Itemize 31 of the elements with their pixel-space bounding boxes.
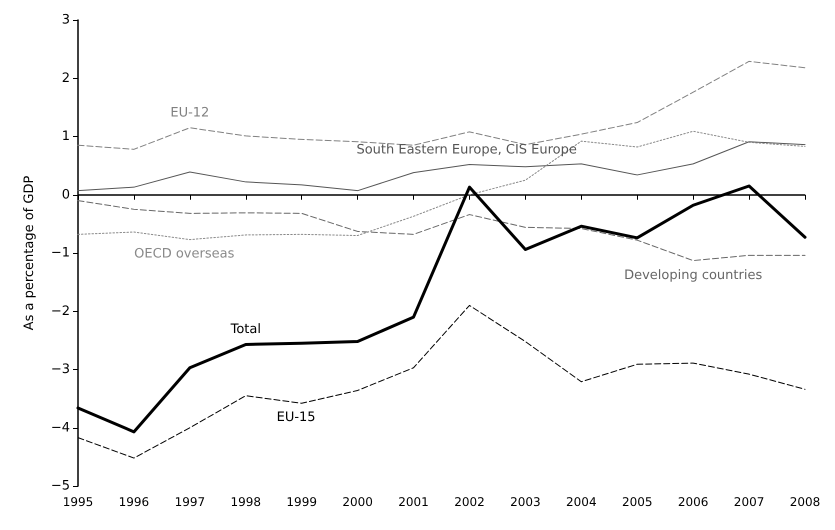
y-tick-label: 2	[62, 70, 70, 86]
x-tick-label: 2002	[454, 495, 485, 509]
y-tick-label: −5	[50, 478, 70, 494]
y-tick-label: −1	[50, 246, 70, 260]
x-tick-label: 2003	[510, 495, 541, 509]
line-series	[78, 200, 806, 262]
y-tick-label: −3	[50, 362, 70, 377]
x-tick-label: 2008	[790, 495, 820, 509]
x-tick-label: 2007	[734, 495, 764, 509]
y-tick-label: −2	[50, 304, 70, 319]
x-tick-label: 1998	[230, 495, 262, 509]
x-tick-label: 2004	[566, 495, 597, 509]
x-tick-label: 2005	[622, 495, 653, 509]
y-tick-label: 1	[62, 129, 70, 144]
x-tick-label: 1999	[286, 495, 317, 509]
x-tick-label: 2000	[342, 495, 373, 509]
series-label: OECD overseas	[134, 246, 235, 262]
y-axis-title: As a percentage of GDP	[22, 176, 37, 330]
series-label: EU-12	[170, 105, 210, 120]
x-tick-label: 1995	[62, 495, 94, 509]
x-tick-label: 2001	[398, 495, 429, 509]
x-tick-label: 1996	[118, 495, 150, 509]
x-tick-label: 2006	[678, 495, 708, 509]
series-label: Developing countries	[624, 268, 762, 284]
x-tick-label: 1997	[174, 495, 206, 509]
line-series	[78, 141, 806, 192]
y-tick-label: 0	[62, 187, 70, 202]
series-label: Total	[230, 322, 261, 337]
series-label: EU-15	[276, 410, 316, 426]
y-tick-label: 3	[62, 12, 70, 28]
y-tick-label: −4	[50, 420, 70, 436]
